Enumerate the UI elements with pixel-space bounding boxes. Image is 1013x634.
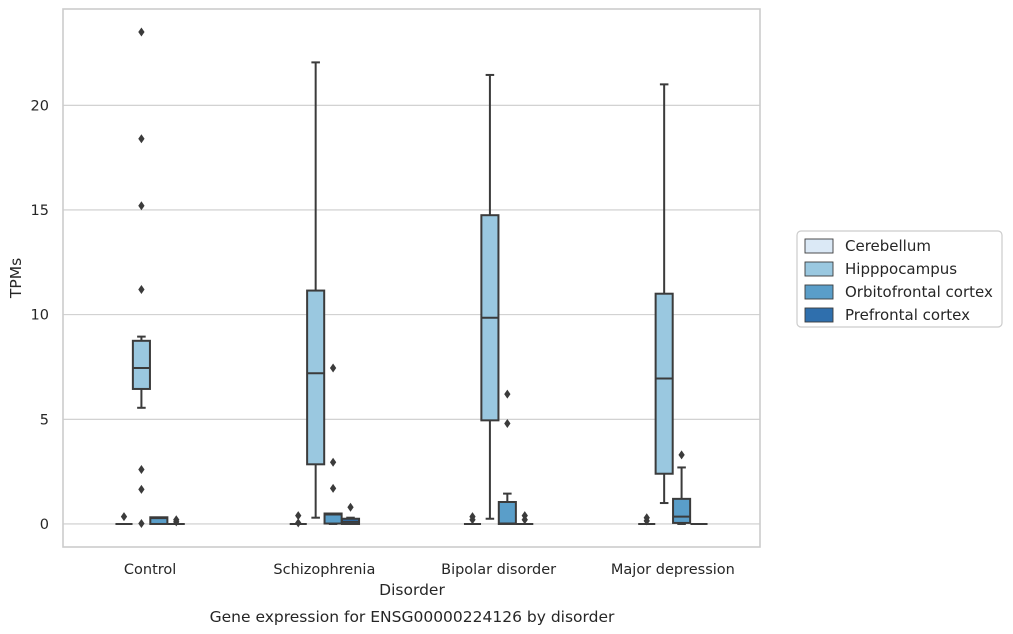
outlier-point: [138, 285, 145, 295]
box-iqr: [497, 500, 517, 525]
legend-label-2: Orbitofrontal cortex: [845, 283, 993, 301]
legend-label-3: Prefrontal cortex: [845, 306, 970, 324]
box-iqr: [131, 339, 151, 390]
outlier-point: [643, 516, 650, 526]
outlier-point: [347, 502, 354, 512]
box-2-0: [149, 516, 169, 525]
outlier-point: [295, 511, 302, 521]
box-iqr: [672, 497, 692, 524]
x-tick-label-1: Schizophrenia: [273, 562, 375, 578]
box-0-2: [463, 512, 482, 525]
box-2-2: [497, 389, 517, 525]
box-1-1: [306, 61, 326, 519]
y-tick-label-5: 5: [40, 412, 49, 428]
y-tick-label-10: 10: [31, 308, 49, 324]
y-tick-label-0: 0: [40, 517, 49, 533]
outlier-point: [138, 27, 145, 37]
legend-swatch-1: [804, 261, 834, 277]
outlier-point: [138, 201, 145, 211]
box-iqr: [654, 292, 674, 475]
outlier-point: [120, 512, 128, 522]
outlier-point: [138, 134, 145, 144]
x-axis-label: Disorder: [379, 581, 445, 599]
legend-frame: [796, 230, 1003, 328]
y-axis-label: TPMs: [7, 258, 25, 299]
outlier-point: [138, 484, 145, 494]
box-3-2: [516, 511, 534, 525]
box-layer: [115, 27, 708, 529]
outlier-point: [678, 450, 685, 460]
legend-label-1: Hipppocampus: [845, 260, 957, 278]
box-iqr: [306, 289, 326, 466]
box-1-0: [131, 27, 151, 529]
legend-swatch-0: [804, 238, 834, 254]
outlier-point: [504, 389, 511, 399]
x-tick-label-0: Control: [124, 562, 176, 578]
legend-label-0: Cerebellum: [845, 237, 931, 255]
outlier-point: [329, 363, 337, 373]
legend-swatch-2: [804, 284, 834, 300]
tick-layer: 0 5 10 15 20 Control Schizophrenia Bipolar diso…: [31, 98, 735, 578]
plot-frame: [62, 8, 761, 548]
chart-caption: Gene expression for ENSG00000224126 by d…: [210, 608, 615, 626]
legend-swatch-3: [804, 307, 834, 323]
outlier-point: [469, 515, 476, 525]
y-tick-label-15: 15: [31, 203, 49, 219]
box-0-0: [115, 512, 133, 525]
box-3-1: [340, 502, 361, 525]
box-3-0: [167, 515, 185, 527]
box-1-3: [654, 83, 674, 505]
plot-border: [62, 8, 761, 548]
outlier-point: [329, 457, 337, 467]
outlier-point: [138, 465, 145, 475]
box-2-3: [672, 450, 692, 525]
box-0-1: [289, 511, 307, 528]
legend: Cerebellum Hipppocampus Orbitofrontal cort…: [796, 230, 1003, 328]
outlier-point: [173, 517, 180, 527]
box-1-2: [480, 73, 500, 520]
outlier-point: [521, 515, 528, 525]
outlier-point: [295, 518, 302, 528]
x-tick-label-3: Major depression: [611, 562, 735, 578]
x-tick-label-2: Bipolar disorder: [441, 562, 556, 578]
outlier-point: [138, 519, 145, 529]
outlier-point: [504, 418, 511, 428]
outlier-point: [329, 483, 337, 493]
box-0-3: [638, 513, 656, 526]
y-tick-label-20: 20: [31, 98, 49, 114]
